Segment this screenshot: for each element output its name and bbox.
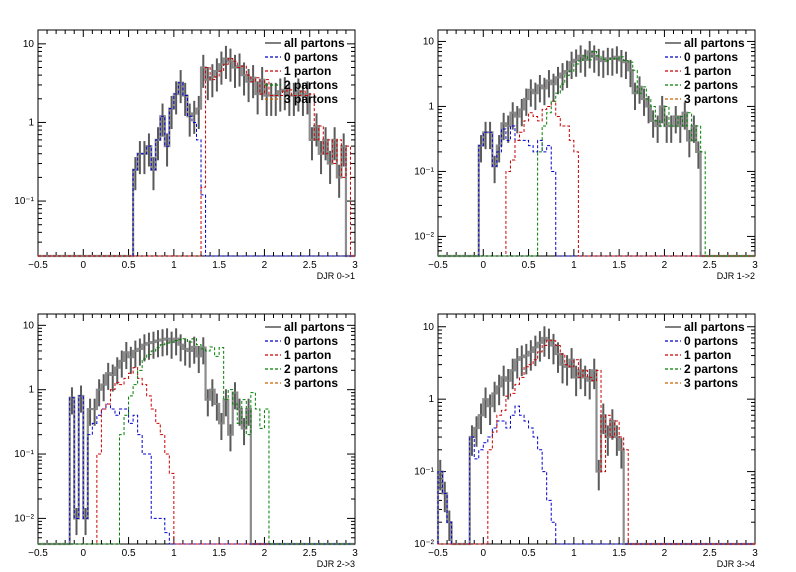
legend-entry-all: all partons xyxy=(284,36,345,50)
legend-entry-p2: 2 partons xyxy=(684,78,738,92)
y-tick-label: 10 xyxy=(423,322,435,333)
x-tick-label: 1 xyxy=(171,260,177,271)
legend-entry-p0: 0 partons xyxy=(684,334,738,348)
legend-entry-all: all partons xyxy=(684,320,745,334)
x-axis-title: DJR 2->3 xyxy=(317,559,355,569)
series-all-histogram xyxy=(436,336,755,546)
series-p0-histogram xyxy=(38,395,355,545)
chart-panel-1: −0.5 0 0.5 1 1.5 2 2.5 3 10⁻¹ 1 10 DJR 0->1 all part… xyxy=(14,29,358,281)
x-tick-label: 1.5 xyxy=(212,260,226,271)
y-tick-label: 10⁻¹ xyxy=(14,196,34,207)
x-tick-label: 1 xyxy=(571,260,577,271)
legend-entry-p1: 1 parton xyxy=(284,64,331,78)
y-tick-label: 10⁻² xyxy=(414,539,434,550)
legend-entry-p2: 2 partons xyxy=(284,362,338,376)
y-tick-label: 10 xyxy=(23,39,35,50)
legend-entry-all: all partons xyxy=(284,320,345,334)
series-p0-histogram xyxy=(38,82,355,257)
y-tick-label: 1 xyxy=(28,385,34,396)
x-tick-label: −0.5 xyxy=(28,548,48,559)
legend-entry-p1: 1 parton xyxy=(284,348,331,362)
legend-entry-p2: 2 partons xyxy=(284,78,338,92)
x-tick-label: 2 xyxy=(262,548,268,559)
series-p2-histogram xyxy=(438,51,755,257)
y-tick-label: 10 xyxy=(423,36,435,47)
legend-entry-all: all partons xyxy=(684,36,745,50)
y-tick-label: 1 xyxy=(428,101,434,112)
legend-entry-p1: 1 parton xyxy=(684,348,731,362)
legend-entry-p2: 2 partons xyxy=(684,362,738,376)
chart-panel-2: −0.5 0 0.5 1 1.5 2 2.5 3 10⁻² 10⁻¹ 1 10 DJR 1->2 all … xyxy=(414,29,758,281)
legend-entry-p0: 0 partons xyxy=(284,334,338,348)
x-tick-label: 0.5 xyxy=(522,548,536,559)
x-tick-label: 1.5 xyxy=(612,548,626,559)
chart-panel-3: −0.5 0 0.5 1 1.5 2 2.5 3 10⁻² 10⁻¹ 1 10 DJR 2->3 all … xyxy=(14,313,358,569)
chart-panel-4: −0.5 0 0.5 1 1.5 2 2.5 3 10⁻² 10⁻¹ 1 10 DJR 3->4 all … xyxy=(414,313,758,569)
x-tick-label: 0.5 xyxy=(122,548,136,559)
x-tick-label: 1 xyxy=(171,548,177,559)
series-all-histogram xyxy=(38,337,355,546)
x-tick-label: 0 xyxy=(481,260,487,271)
x-tick-label: −0.5 xyxy=(428,548,448,559)
x-tick-label: 0.5 xyxy=(522,260,536,271)
series-p1-histogram xyxy=(38,58,355,257)
legend-entry-p0: 0 partons xyxy=(684,50,738,64)
x-tick-label: 0 xyxy=(81,548,87,559)
legend-entry-p3: 3 partons xyxy=(284,376,338,390)
y-tick-label: 1 xyxy=(28,117,34,128)
x-tick-label: 0.5 xyxy=(122,260,136,271)
x-axis-title: DJR 1->2 xyxy=(717,271,755,281)
legend-entry-p3: 3 partons xyxy=(284,92,338,106)
x-tick-label: 1 xyxy=(571,548,577,559)
x-tick-label: 2 xyxy=(262,260,268,271)
x-tick-label: 2.5 xyxy=(303,548,317,559)
y-tick-label: 10⁻¹ xyxy=(14,449,34,460)
series-p1-histogram xyxy=(438,100,755,257)
legend-entry-p3: 3 partons xyxy=(684,92,738,106)
x-tick-label: 1.5 xyxy=(612,260,626,271)
legend-entry-p0: 0 partons xyxy=(284,50,338,64)
x-tick-label: 0 xyxy=(481,548,487,559)
x-tick-label: 2.5 xyxy=(703,548,717,559)
y-tick-label: 10 xyxy=(23,320,35,331)
x-tick-label: 1.5 xyxy=(212,548,226,559)
y-tick-label: 10⁻² xyxy=(414,231,434,242)
y-tick-label: 1 xyxy=(428,394,434,405)
x-tick-label: 2 xyxy=(662,548,668,559)
x-tick-label: 3 xyxy=(352,548,358,559)
x-tick-label: 3 xyxy=(352,260,358,271)
x-axis-title: DJR 0->1 xyxy=(317,271,355,281)
x-axis-title: DJR 3->4 xyxy=(717,559,755,569)
series-p0-histogram xyxy=(437,405,755,545)
plot-frame xyxy=(37,29,356,257)
y-tick-label: 10⁻² xyxy=(14,513,34,524)
x-tick-label: −0.5 xyxy=(28,260,48,271)
legend-entry-p1: 1 parton xyxy=(684,64,731,78)
y-tick-label: 10⁻¹ xyxy=(414,467,434,478)
x-tick-label: 2 xyxy=(662,260,668,271)
x-tick-label: 0 xyxy=(81,260,87,271)
x-tick-label: 2.5 xyxy=(703,260,717,271)
legend-entry-p3: 3 partons xyxy=(684,376,738,390)
x-tick-label: 3 xyxy=(752,548,758,559)
x-tick-label: −0.5 xyxy=(428,260,448,271)
x-tick-label: 3 xyxy=(752,260,758,271)
y-tick-label: 10⁻¹ xyxy=(414,166,434,177)
x-tick-label: 2.5 xyxy=(303,260,317,271)
series-p2-histogram xyxy=(38,338,355,545)
